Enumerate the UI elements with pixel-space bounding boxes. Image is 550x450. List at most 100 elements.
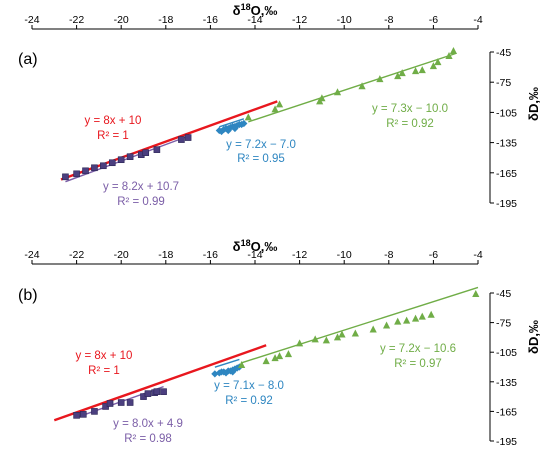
x-tick-label: -16 (203, 249, 218, 261)
purple-square-point (79, 411, 87, 418)
blue-fit-r2: R² = 0.95 (237, 153, 285, 165)
x-tick-label: -24 (24, 249, 39, 261)
purple-square-point (160, 388, 167, 395)
green-triangle-point (445, 52, 453, 60)
green-triangle-point (427, 310, 435, 318)
green-fit-r2: R² = 0.92 (386, 118, 434, 130)
purple-square-point (178, 136, 185, 143)
x-tick-label: -14 (247, 14, 262, 26)
blue-fit-equation: y = 7.1x − 8.0 (214, 380, 284, 392)
purple-squares-fit-line (65, 135, 189, 183)
blue-diamonds-fit-line (219, 118, 245, 128)
x-tick-label: -10 (337, 14, 352, 26)
y-tick-label: -75 (496, 318, 511, 330)
green-fit-equation: y = 7.3x − 10.0 (372, 103, 448, 115)
points-a (62, 46, 458, 181)
y-tick-label: -165 (496, 168, 517, 180)
green-triangle-point (271, 105, 279, 113)
green-triangle-point (418, 66, 426, 74)
x-tick-label: -6 (429, 14, 438, 26)
x-tick-label: -8 (384, 14, 393, 26)
green-triangle-point (244, 113, 252, 121)
blue-diamond-point (211, 370, 219, 378)
purple-fit-equation: y = 8.0x + 4.9 (113, 418, 183, 430)
panel-b: δ18O,‰ (b) δD,‰ -24 -22 -20 -18 -16 -14 -12 -10… (18, 238, 541, 448)
green-triangle-point (311, 335, 319, 343)
green-triangle-point (296, 339, 304, 347)
green-triangle-point (434, 58, 442, 66)
green-triangle-point (338, 330, 346, 338)
purple-square-point (100, 162, 107, 170)
green-triangle-point (382, 321, 391, 329)
y-tick-label: -105 (496, 107, 517, 119)
x-tick-label: -14 (247, 249, 262, 261)
purple-square-point (126, 399, 134, 406)
purple-fit-r2: R² = 0.99 (117, 196, 165, 208)
green-triangle-point (394, 317, 402, 325)
x-tick-label: -24 (24, 14, 39, 26)
x-tick-label: -22 (69, 14, 84, 26)
x-axis-title: δ18O,‰ (233, 2, 278, 18)
y-tick-label: -45 (496, 288, 511, 300)
green-triangle-point (358, 82, 366, 90)
purple-square-point (144, 390, 152, 397)
red-line-equation: y = 8x + 10 (85, 115, 142, 127)
purple-square-point (153, 146, 161, 153)
red-line-equation: y = 8x + 10 (76, 350, 133, 362)
green-triangle-point (418, 312, 426, 320)
red-line-r2: R² = 1 (88, 365, 120, 377)
green-triangle-point (333, 88, 342, 96)
panel-label: (b) (18, 287, 38, 304)
green-triangle-point (429, 62, 437, 70)
green-triangle-point (472, 289, 480, 297)
green-triangle-point (262, 357, 270, 365)
purple-square-point (91, 164, 98, 172)
purple-square-point (82, 167, 89, 175)
purple-fit-r2: R² = 0.98 (124, 433, 172, 445)
green-triangle-point (411, 67, 420, 75)
blue-diamond-point (224, 126, 232, 135)
green-triangle-point (449, 46, 458, 54)
green-triangle-point (322, 336, 330, 344)
purple-square-point (73, 170, 80, 178)
y-tick-label: -135 (496, 377, 517, 389)
purple-square-point (117, 399, 125, 406)
red-reference-line (53, 344, 267, 422)
x-tick-label: -12 (292, 14, 307, 26)
blue-fit-equation: y = 7.2x − 7.0 (226, 139, 296, 151)
green-triangle-point (351, 329, 359, 337)
axes-a: -24 -22 -20 -18 -16 -14 -12 -10 -8 -6 -4 -45 -75 -105… (24, 14, 517, 210)
green-triangle-point (238, 361, 246, 369)
axes-b: -24 -22 -20 -18 -16 -14 -12 -10 -8 -6 -4 -45 -75 -105… (24, 249, 517, 448)
blue-diamond-point (229, 368, 237, 376)
y-tick-label: -195 (496, 436, 517, 448)
y-tick-label: -195 (496, 198, 517, 210)
green-triangle-point (271, 354, 279, 362)
x-tick-label: -4 (473, 249, 482, 261)
purple-fit-equation: y = 8.2x + 10.7 (103, 181, 179, 193)
y-axis-title: δD,‰ (526, 87, 541, 121)
green-triangle-point (369, 325, 377, 333)
purple-square-point (142, 149, 150, 156)
green-fit-equation: y = 7.2x − 10.6 (380, 343, 456, 355)
green-triangle-point (411, 314, 420, 322)
purple-square-point (108, 159, 116, 167)
green-triangle-point (394, 72, 402, 80)
panel-a: δ18O,‰ (a) δD,‰ -24 -22 -20 -18 -16 -14 -12 -10… (18, 2, 541, 210)
points-b (73, 289, 480, 419)
purple-square-point (73, 412, 80, 419)
x-tick-label: -20 (114, 14, 129, 26)
green-triangle-point (275, 352, 284, 360)
equations-a: y = 8x + 10 R² = 1 y = 8.2x + 10.7 R² = … (85, 103, 449, 208)
x-tick-label: -20 (114, 249, 129, 261)
equations-b: y = 8x + 10 R² = 1 y = 8.0x + 4.9 R² = 0… (76, 343, 457, 445)
blue-diamond-point (222, 369, 230, 377)
purple-square-point (126, 153, 134, 160)
blue-diamond-point (217, 127, 226, 136)
purple-square-point (62, 173, 69, 181)
x-tick-label: -22 (69, 249, 84, 261)
x-tick-label: -8 (384, 249, 393, 261)
x-tick-label: -12 (292, 249, 307, 261)
red-line-r2: R² = 1 (97, 130, 129, 142)
